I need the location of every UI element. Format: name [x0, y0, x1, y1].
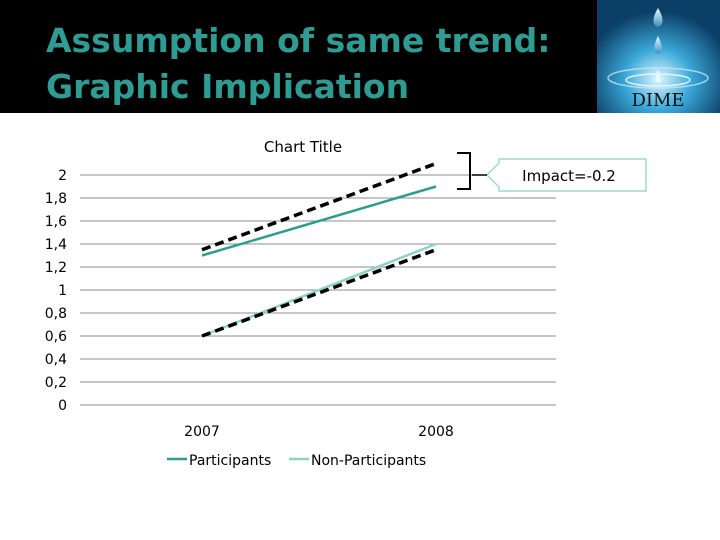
y-tick-label: 2 [58, 168, 67, 184]
dime-logo: DIME [597, 0, 720, 113]
slide-header: Assumption of same trend: Graphic Implic… [0, 0, 720, 113]
legend-label: Non-Participants [311, 453, 426, 469]
y-tick-label: 1,2 [45, 260, 67, 276]
chart-title: Chart Title [264, 138, 342, 156]
impact-annotation: Impact=-0.2 [522, 167, 616, 185]
slide-title-line-1: Assumption of same trend: [46, 21, 551, 60]
line-chart: Chart Title 00,20,40,60,811,21,41,61,82 … [45, 138, 647, 469]
y-tick-label: 0,6 [45, 329, 67, 345]
series-line-non-participants [201, 242, 437, 338]
y-tick-label: 1,6 [45, 214, 67, 230]
data-series [201, 185, 437, 338]
legend-label: Participants [189, 453, 271, 469]
y-axis-ticks: 0 0,2 0,4 0,6 0,8 1 1,2 1,4 1,6 1,8 2 [45, 168, 67, 414]
impact-callout-box [485, 158, 647, 192]
gridlines [80, 174, 556, 406]
assumed-trend-lines [201, 161, 437, 338]
logo-text: DIME [631, 90, 684, 111]
y-tick-label: 0,8 [45, 306, 67, 322]
assumed-trend-line [201, 161, 437, 252]
impact-bracket-shape [457, 152, 471, 190]
y-tick-label: 0,2 [45, 375, 67, 391]
y-tick-label: 1,4 [45, 237, 67, 253]
x-tick-label: 2008 [418, 424, 454, 440]
x-tick-label: 2007 [184, 424, 220, 440]
impact-callout: Impact=-0.2 [472, 158, 647, 192]
y-tick-label: 0,4 [45, 352, 67, 368]
assumed-trend-line [201, 248, 437, 338]
legend: Participants Non-Participants [167, 453, 426, 469]
y-tick-label: 0 [58, 398, 67, 414]
series-line-participants [201, 185, 437, 257]
y-tick-label: 1,8 [45, 191, 67, 207]
slide-title: Assumption of same trend: Graphic Implic… [46, 18, 551, 110]
slide-title-line-2: Graphic Implication [46, 67, 410, 106]
x-axis-ticks: 2007 2008 [184, 424, 454, 440]
y-tick-label: 1 [58, 283, 67, 299]
impact-bracket [457, 152, 471, 190]
